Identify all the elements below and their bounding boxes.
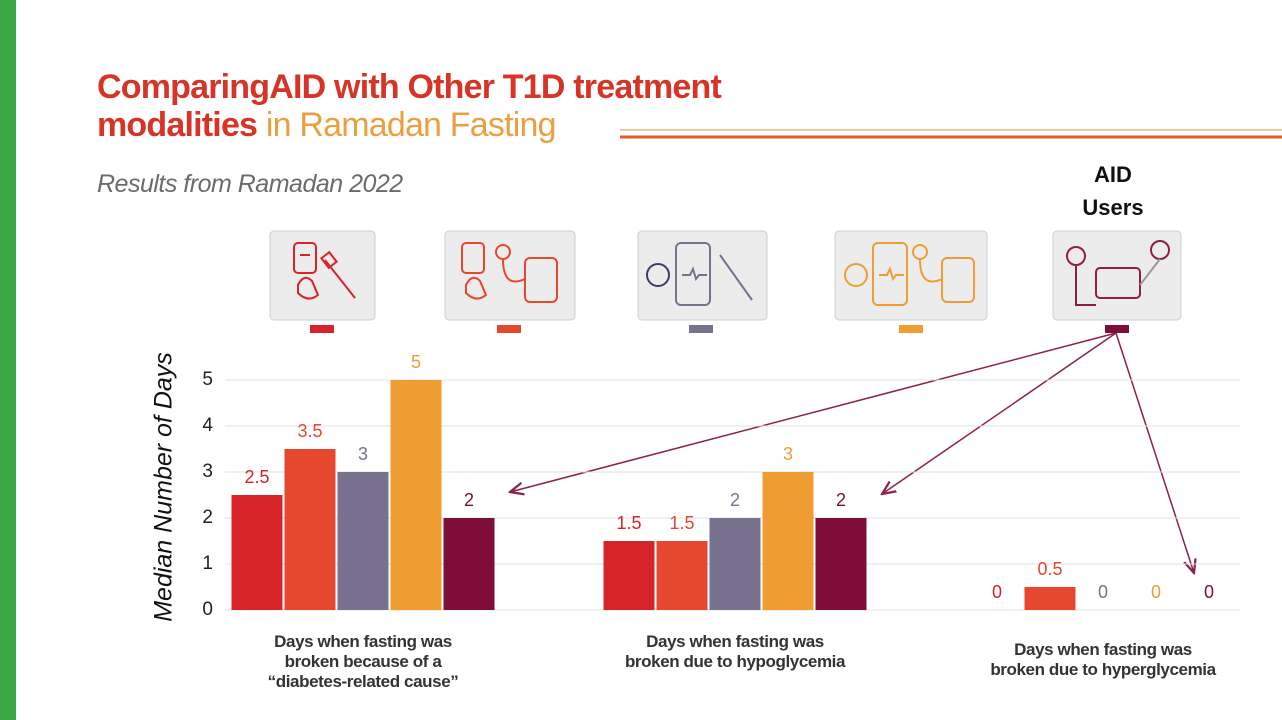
legend-swatch [1105,325,1129,333]
subtitle: Results from Ramadan 2022 [97,170,403,198]
data-label: 0 [992,582,1002,602]
icon-box [269,230,1182,321]
title: ComparingAID with Other T1D treatment mo… [97,68,817,144]
y-tick-label: 4 [202,415,213,436]
arrow [510,332,1194,573]
data-label: 3.5 [297,421,322,441]
bar [709,518,761,610]
y-tick-label: 0 [202,599,213,620]
data-label: 0 [1204,582,1214,602]
title-highlight: in Ramadan Fasting [265,106,557,144]
data-label: 5 [411,352,421,372]
x-tick-label: Days when fasting was broken due to hypo… [624,632,846,671]
x-tick-label: Days when fasting was broken because of … [267,632,459,691]
bar [762,472,814,610]
data-label: 0 [1151,582,1161,602]
bar [815,518,867,610]
legend-swatch [497,325,521,333]
legend-swatch [899,325,923,333]
bar [337,472,389,610]
bar [231,495,283,610]
y-tick-label: 2 [202,507,213,528]
data-label: 0 [1098,582,1108,602]
x-tick-label: Days when fasting was broken due to hype… [990,640,1216,679]
data-label: 2 [730,490,740,510]
data-label: 2 [464,490,474,510]
data-label: 0.5 [1037,559,1062,579]
y-tick-label: 1 [202,553,213,574]
bar [603,541,655,610]
data-label: 1.5 [616,513,641,533]
bar [390,380,442,610]
annotation: AID Users [1082,162,1144,220]
legend-swatch [689,325,713,333]
title-main: ComparingAID with Other T1D treatment mo… [97,68,722,144]
legend-swatch [310,325,334,333]
data-label: 1.5 [669,513,694,533]
side-strip [0,0,16,720]
data-label: 3 [783,444,793,464]
bar [284,449,336,610]
bar [443,518,495,610]
data-label: 2 [836,490,846,510]
y-tick-label: 5 [202,369,213,390]
bar [656,541,708,610]
y-axis-label: Median Number of Days [150,352,178,622]
y-tick-label: 3 [202,461,213,482]
data-label: 2.5 [244,467,269,487]
bar [1024,587,1076,610]
data-label: 3 [358,444,368,464]
